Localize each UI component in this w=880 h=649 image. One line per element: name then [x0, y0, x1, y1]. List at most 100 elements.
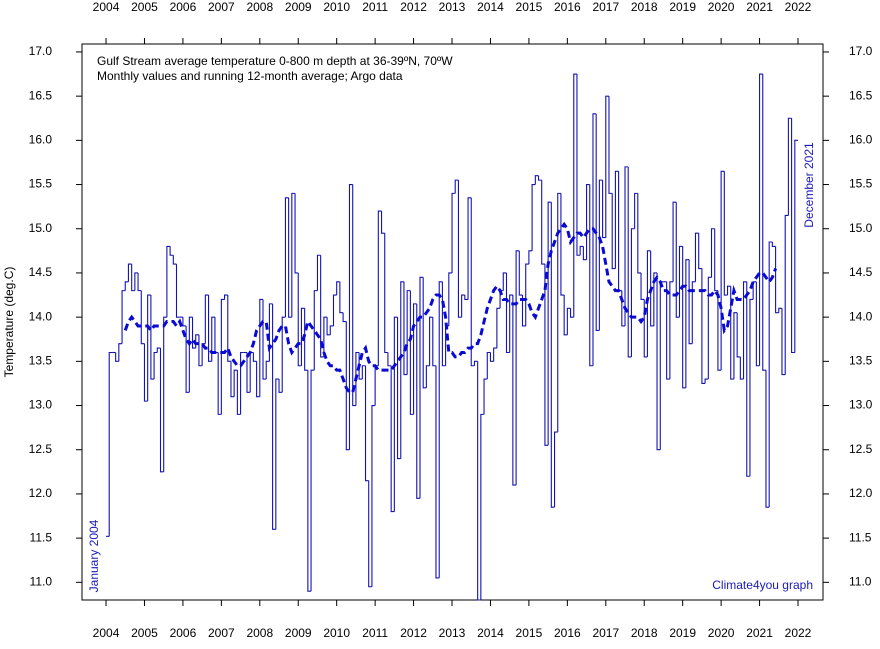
monthly-step — [240, 351, 244, 415]
monthly-step — [236, 370, 241, 415]
running-average — [123, 221, 778, 394]
monthly-step — [345, 321, 350, 451]
monthly-step — [265, 360, 270, 380]
x-top-tick-label: 2015 — [516, 0, 543, 14]
x-top-tick-label: 2022 — [785, 0, 812, 14]
x-tick-label: 2017 — [592, 626, 619, 640]
monthly-step — [217, 352, 222, 415]
monthly-step — [653, 272, 658, 326]
monthly-step — [403, 281, 408, 376]
monthly-step — [134, 272, 139, 291]
monthly-step — [374, 365, 379, 406]
monthly-step — [252, 352, 257, 362]
monthly-step — [714, 228, 718, 292]
monthly-step — [634, 192, 638, 229]
monthly-step — [156, 347, 161, 353]
monthly-step — [640, 272, 645, 301]
monthly-step — [515, 250, 520, 486]
monthly-step — [791, 118, 795, 354]
monthly-step — [448, 272, 453, 326]
y2-tick-label: 14.5 — [849, 265, 873, 279]
monthly-step — [563, 295, 568, 336]
monthly-step — [685, 259, 690, 388]
monthly-step — [576, 74, 581, 256]
monthly-step — [381, 211, 385, 234]
monthly-step — [313, 290, 318, 371]
monthly-step — [768, 241, 773, 508]
x-tick-label: 2011 — [362, 626, 388, 640]
monthly-step — [752, 281, 757, 300]
x-tick-label: 2009 — [285, 626, 312, 640]
monthly-step — [669, 281, 674, 380]
monthly-step — [342, 312, 347, 323]
x-top-tick-label: 2004 — [93, 0, 120, 14]
monthly-step — [172, 255, 177, 265]
monthly-step — [595, 113, 600, 331]
monthly-step — [352, 184, 356, 407]
monthly-step — [569, 308, 574, 318]
y2-tick-label: 16.5 — [849, 88, 873, 102]
y-tick-label: 13.5 — [29, 354, 53, 368]
monthly-step — [451, 192, 456, 273]
y-tick-label: 12.0 — [29, 486, 53, 500]
monthly-step — [694, 232, 699, 282]
y2-tick-label: 16.0 — [849, 133, 873, 147]
y-axis-label: Temperature (deg.C) — [2, 267, 16, 378]
monthly-step — [147, 294, 151, 402]
monthly-step — [582, 246, 587, 261]
monthly-step — [256, 361, 260, 398]
monthly-step — [400, 281, 404, 459]
monthly-step — [230, 361, 235, 398]
monthly-step — [118, 343, 123, 362]
monthly-step — [579, 245, 584, 256]
monthly-step — [701, 268, 706, 384]
x-tick-label: 2013 — [439, 626, 466, 640]
monthly-step — [137, 272, 142, 292]
monthly-step — [208, 295, 212, 362]
monthly-step — [185, 325, 190, 393]
monthly-step — [288, 197, 292, 318]
monthly-step — [726, 285, 731, 296]
monthly-step — [278, 379, 283, 393]
monthly-step — [339, 281, 344, 314]
monthly-step — [637, 193, 642, 274]
monthly-step — [435, 365, 440, 579]
monthly-step — [518, 250, 523, 296]
monthly-step — [204, 294, 209, 344]
monthly-step — [457, 180, 462, 318]
monthly-step — [198, 334, 203, 367]
x-top-tick-label: 2018 — [631, 0, 658, 14]
monthly-step — [643, 299, 648, 358]
monthly-step — [320, 255, 324, 358]
y2-tick-label: 14.0 — [849, 309, 873, 323]
monthly-step — [175, 264, 180, 318]
monthly-step — [223, 294, 228, 300]
x-top-tick-label: 2009 — [285, 0, 312, 14]
x-tick-label: 2005 — [131, 626, 158, 640]
monthly-step — [618, 171, 622, 292]
monthly-step — [480, 413, 485, 600]
monthly-step — [336, 281, 340, 296]
monthly-step — [348, 183, 353, 450]
chart-title: Gulf Stream average temperature 0-800 m … — [97, 54, 453, 68]
monthly-step — [332, 294, 337, 326]
monthly-step — [550, 202, 555, 508]
monthly-step — [143, 343, 148, 402]
monthly-step — [547, 201, 552, 446]
monthly-step — [733, 312, 738, 380]
monthly-step — [358, 352, 363, 380]
monthly-step — [115, 352, 119, 362]
chart-subtitle: Monthly values and running 12-month aver… — [97, 69, 403, 83]
y2-tick-label: 15.5 — [849, 177, 873, 191]
monthly-step — [326, 317, 331, 336]
x-top-tick-label: 2008 — [246, 0, 273, 14]
monthly-step — [294, 193, 299, 274]
monthly-step — [467, 197, 472, 300]
x-top-tick-label: 2005 — [131, 0, 158, 14]
monthly-step — [477, 361, 481, 601]
monthly-step — [169, 246, 174, 256]
monthly-step — [396, 317, 401, 460]
y-tick-label: 16.5 — [29, 88, 53, 102]
monthly-step — [781, 308, 786, 376]
